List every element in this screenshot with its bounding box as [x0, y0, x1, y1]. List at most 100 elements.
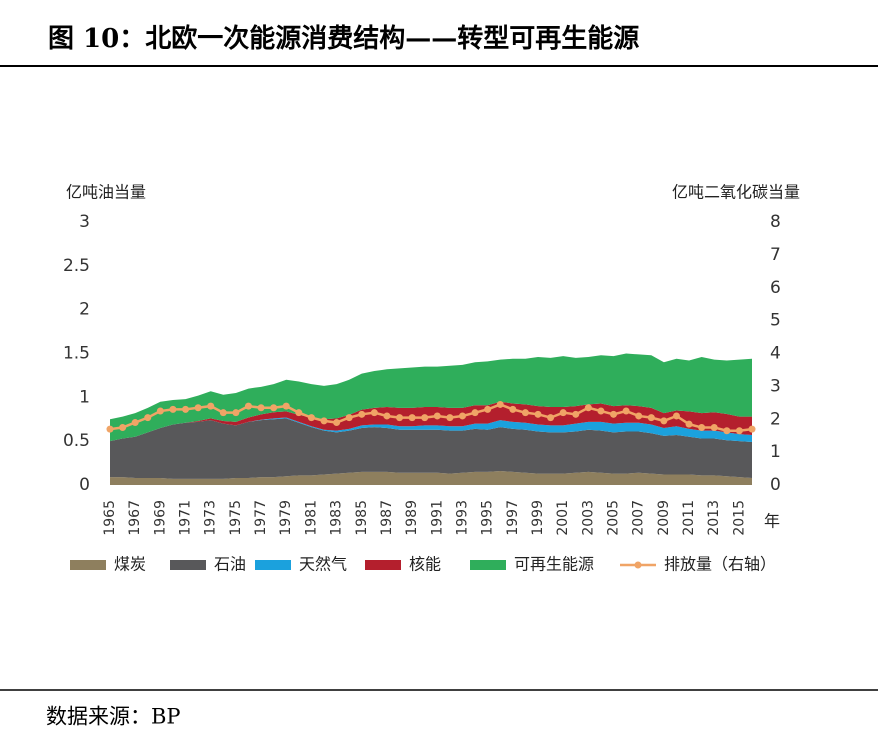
line-point	[358, 410, 366, 418]
x-tick-label: 1985	[354, 500, 370, 536]
x-tick-label: 1977	[253, 500, 269, 536]
y-tick-label: 0	[79, 475, 90, 495]
line-point	[144, 414, 152, 422]
x-tick-label: 1979	[278, 500, 294, 536]
line-point	[270, 404, 278, 412]
line-point	[496, 400, 504, 408]
line-point	[559, 409, 567, 417]
line-point	[698, 423, 706, 431]
x-tick-label: 1995	[480, 500, 496, 536]
y-tick-label: 1.5	[63, 344, 90, 364]
x-tick-label: 1969	[152, 500, 168, 536]
y2-axis-title: 亿吨二氧化碳当量	[672, 183, 800, 202]
line-point	[685, 420, 693, 428]
line-point	[396, 414, 404, 422]
line-point	[207, 402, 215, 410]
legend-swatch	[255, 560, 291, 570]
x-tick-label: 1999	[530, 500, 546, 536]
line-point	[521, 409, 529, 417]
y2-tick-label: 5	[770, 311, 781, 331]
y2-tick-label: 4	[770, 344, 781, 364]
line-point	[735, 427, 743, 435]
x-tick-label: 1973	[203, 500, 219, 536]
line-point	[597, 407, 605, 415]
line-point	[509, 405, 517, 413]
legend-marker	[634, 561, 642, 569]
line-point	[320, 417, 328, 425]
area	[110, 401, 752, 442]
y-tick-label: 1	[79, 387, 90, 407]
line-point	[622, 407, 630, 415]
line-point	[446, 414, 454, 422]
line-point	[458, 412, 466, 420]
legend-swatch	[70, 560, 106, 570]
x-tick-label: 1989	[404, 500, 420, 536]
line-point	[547, 414, 555, 422]
x-tick-label: 2015	[731, 500, 747, 536]
line-point	[345, 414, 353, 422]
y2-tick-label: 2	[770, 409, 781, 429]
x-tick-label: 2011	[681, 500, 697, 536]
x-tick-label: 1965	[102, 500, 118, 536]
legend-label: 石油	[214, 555, 246, 574]
line-point	[534, 410, 542, 418]
line-point	[219, 409, 227, 417]
x-tick-label: 2005	[606, 500, 622, 536]
x-tick-label: 1981	[303, 500, 319, 536]
line-point	[433, 412, 441, 420]
line-point	[584, 404, 592, 412]
y-tick-label: 2.5	[63, 256, 90, 276]
y2-tick-label: 0	[770, 475, 781, 495]
x-tick-label: 2003	[580, 500, 596, 536]
x-axis-title: 年	[764, 512, 780, 531]
source: 数据来源：BP	[46, 705, 181, 729]
line-point	[610, 410, 618, 418]
x-tick-label: 2013	[706, 500, 722, 536]
legend-label: 煤炭	[114, 555, 146, 574]
x-tick-label: 1975	[228, 500, 244, 536]
x-tick-label: 1993	[454, 500, 470, 536]
line-point	[408, 414, 416, 422]
legend-label: 排放量（右轴）	[664, 555, 776, 574]
line-point	[723, 427, 731, 435]
line-point	[421, 414, 429, 422]
area	[110, 353, 752, 442]
area	[110, 417, 752, 443]
line-point	[169, 405, 177, 413]
y2-tick-label: 8	[770, 212, 781, 232]
y-tick-label: 0.5	[63, 431, 90, 451]
x-tick-label: 1971	[178, 500, 194, 536]
line-point	[232, 409, 240, 417]
y-axis-title: 亿吨油当量	[66, 183, 146, 202]
line-point	[119, 423, 127, 431]
y2-tick-label: 7	[770, 245, 781, 265]
area	[110, 470, 752, 485]
area	[110, 418, 752, 479]
x-tick-label: 2007	[631, 500, 647, 536]
x-tick-label: 1983	[329, 500, 345, 536]
line-point	[370, 409, 378, 417]
line-point	[635, 412, 643, 420]
legend-label: 可再生能源	[514, 555, 594, 574]
line-point	[572, 410, 580, 418]
line-point	[333, 419, 341, 427]
legend-swatch	[365, 560, 401, 570]
line-point	[307, 414, 315, 422]
x-tick-label: 1987	[379, 500, 395, 536]
line-point	[106, 425, 114, 433]
y2-tick-label: 3	[770, 376, 781, 396]
x-tick-label: 2009	[656, 500, 672, 536]
line-point	[156, 407, 164, 415]
legend-label: 核能	[409, 555, 441, 574]
chart-title: 图 10：北欧一次能源消费结构——转型可再生能源	[48, 23, 639, 54]
line-point	[194, 404, 202, 412]
line-point	[295, 409, 303, 417]
legend-label: 天然气	[299, 555, 347, 574]
line-point	[660, 417, 668, 425]
legend-swatch	[170, 560, 206, 570]
y-tick-label: 3	[79, 212, 90, 232]
line-point	[131, 419, 139, 427]
x-tick-label: 2001	[555, 500, 571, 536]
line-point	[244, 402, 252, 410]
